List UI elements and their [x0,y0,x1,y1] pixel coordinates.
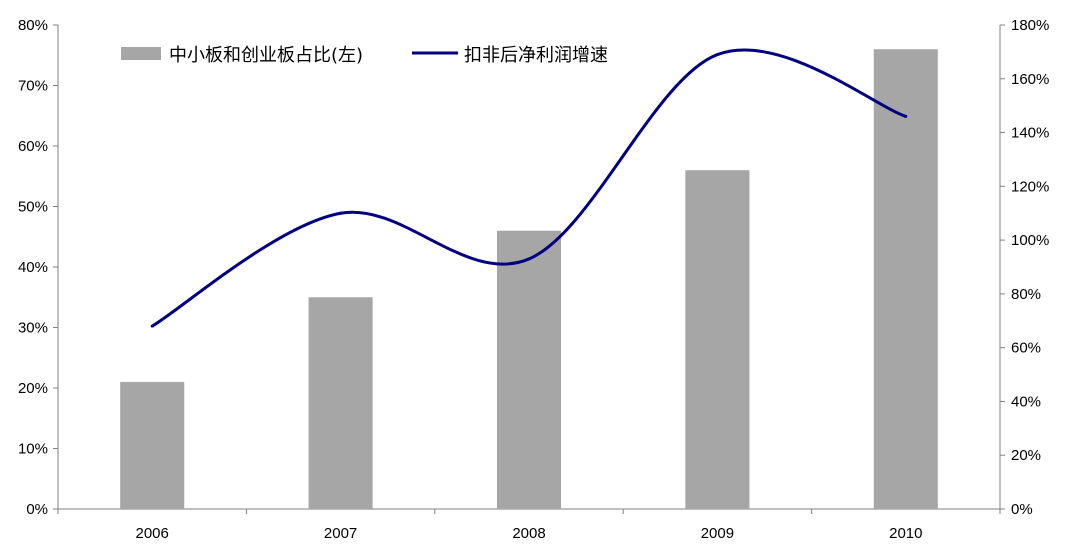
left-tick-label: 10% [18,441,48,458]
bar [685,170,750,509]
left-tick-label: 20% [18,380,48,397]
right-tick-label: 120% [1011,178,1049,195]
right-tick-label: 40% [1011,393,1041,410]
bar [496,230,562,509]
right-tick-label: 180% [1011,17,1049,34]
line-series [150,48,908,328]
line-point [715,53,719,57]
line-point [904,114,908,118]
right-axis-ticks: 0% 20% 40% 60% 80% 100% 120% 140% 160% 180% [1000,17,1049,518]
x-axis-ticks: 2006 2007 2008 2009 2010 [57,509,1001,542]
legend: 中小板和创业板占比(左) 扣非后净利润增速 [121,45,608,66]
legend-label-line: 扣非后净利润增速 [464,45,608,66]
x-tick-label: 2009 [701,525,734,542]
left-tick-label: 40% [18,259,48,276]
left-tick-label: 80% [18,17,48,34]
right-tick-label: 60% [1011,340,1041,357]
bar-series [120,49,938,509]
bar [308,297,373,509]
line-point [150,324,154,328]
left-tick-label: 30% [18,320,48,337]
x-tick-label: 2006 [136,525,169,542]
x-tick-label: 2008 [512,525,545,542]
right-tick-label: 160% [1011,71,1049,88]
left-axis-ticks: 0% 10% 20% 30% 40% 50% 60% 70% 80% [18,17,58,518]
bar [873,49,938,509]
x-tick-label: 2010 [889,525,922,542]
right-tick-label: 20% [1011,447,1041,464]
left-tick-label: 70% [18,78,48,95]
left-tick-label: 60% [18,138,48,155]
x-tick-label: 2007 [324,525,357,542]
left-tick-label: 50% [18,199,48,216]
legend-label-bar: 中小板和创业板占比(左) [169,45,363,66]
bar [120,381,185,509]
left-tick-label: 0% [26,501,48,518]
right-tick-label: 0% [1011,501,1033,518]
line-point [339,211,343,215]
right-tick-label: 80% [1011,286,1041,303]
legend-swatch-bar [121,47,161,60]
right-tick-label: 100% [1011,232,1049,249]
right-tick-label: 140% [1011,125,1049,142]
line-point [527,257,531,261]
